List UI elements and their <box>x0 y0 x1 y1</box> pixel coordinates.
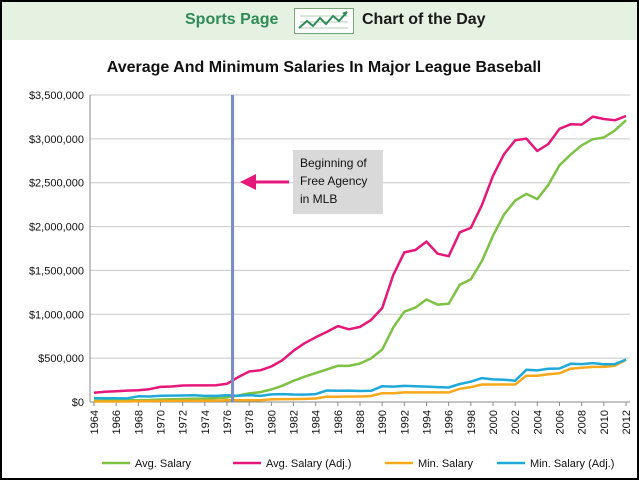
x-tick-label: 1996 <box>444 410 456 434</box>
x-tick-label: 1976 <box>222 410 234 434</box>
chart-title: Average And Minimum Salaries In Major Le… <box>107 59 542 76</box>
banner-right-label: Chart of the Day <box>362 11 486 28</box>
y-tick-label: $0 <box>72 397 84 409</box>
y-tick-label: $2,000,000 <box>29 222 84 234</box>
x-tick-label: 1968 <box>133 410 145 434</box>
x-tick-label: 1992 <box>399 410 411 434</box>
x-tick-label: 2004 <box>532 410 544 434</box>
x-tick-label: 1964 <box>89 410 101 434</box>
x-tick-label: 2002 <box>510 410 522 434</box>
x-tick-label: 2006 <box>555 410 567 434</box>
legend-label: Min. Salary <box>418 458 474 470</box>
annotation-line: Beginning of <box>300 156 367 170</box>
trend-arrow-icon <box>294 8 354 34</box>
annotation-arrow-head <box>240 174 256 190</box>
gridlines <box>90 94 630 359</box>
x-tick-label: 1970 <box>156 410 168 434</box>
annotation-line: in MLB <box>300 192 337 206</box>
y-tick-label: $3,500,000 <box>29 90 84 102</box>
banner-left-label: Sports Page <box>185 11 279 28</box>
x-tick-label: 1990 <box>377 410 389 434</box>
x-tick-label: 1994 <box>422 410 434 434</box>
legend-label: Avg. Salary (Adj.) <box>266 458 351 470</box>
x-tick-label: 1966 <box>111 410 123 434</box>
x-tick-label: 1978 <box>244 410 256 434</box>
legend-label: Min. Salary (Adj.) <box>530 458 614 470</box>
y-axis-ticks: $0 $500,000 $1,000,000 $1,500,000 $2,000,000… <box>29 90 84 409</box>
x-tick-label: 2000 <box>488 410 500 434</box>
x-axis-ticks: 1964 1966 1968 1970 1972 1974 1976 1978 1980 1982… <box>89 402 633 434</box>
header-banner: Sports Page Chart of the Day <box>2 2 637 40</box>
free-agency-annotation: Beginning of Free Agency in MLB <box>240 150 383 214</box>
annotation-line: Free Agency <box>300 174 367 188</box>
series-line-1 <box>93 114 627 395</box>
y-tick-label: $1,000,000 <box>29 309 84 321</box>
x-tick-label: 1980 <box>266 410 278 434</box>
y-tick-label: $2,500,000 <box>29 178 84 190</box>
y-tick-label: $500,000 <box>38 353 84 365</box>
x-tick-label: 2012 <box>621 410 633 434</box>
annotation-box <box>293 150 383 214</box>
axes <box>89 95 630 403</box>
x-tick-label: 2010 <box>599 410 611 434</box>
x-tick-label: 1972 <box>178 410 190 434</box>
series-line-0 <box>93 119 627 403</box>
series-line-3 <box>93 358 627 400</box>
x-tick-label: 2008 <box>577 410 589 434</box>
legend-label: Avg. Salary <box>135 458 192 470</box>
x-tick-label: 1988 <box>355 410 367 434</box>
y-tick-label: $1,500,000 <box>29 265 84 277</box>
legend: Avg. Salary Avg. Salary (Adj.) Min. Salary… <box>102 458 614 470</box>
y-tick-label: $3,000,000 <box>29 134 84 146</box>
x-tick-label: 1986 <box>333 410 345 434</box>
x-tick-label: 1998 <box>466 410 478 434</box>
series-line-2 <box>94 358 627 403</box>
x-tick-label: 1974 <box>200 410 212 434</box>
series-lines <box>93 114 627 403</box>
x-tick-label: 1982 <box>289 410 301 434</box>
x-tick-label: 1984 <box>311 410 323 434</box>
